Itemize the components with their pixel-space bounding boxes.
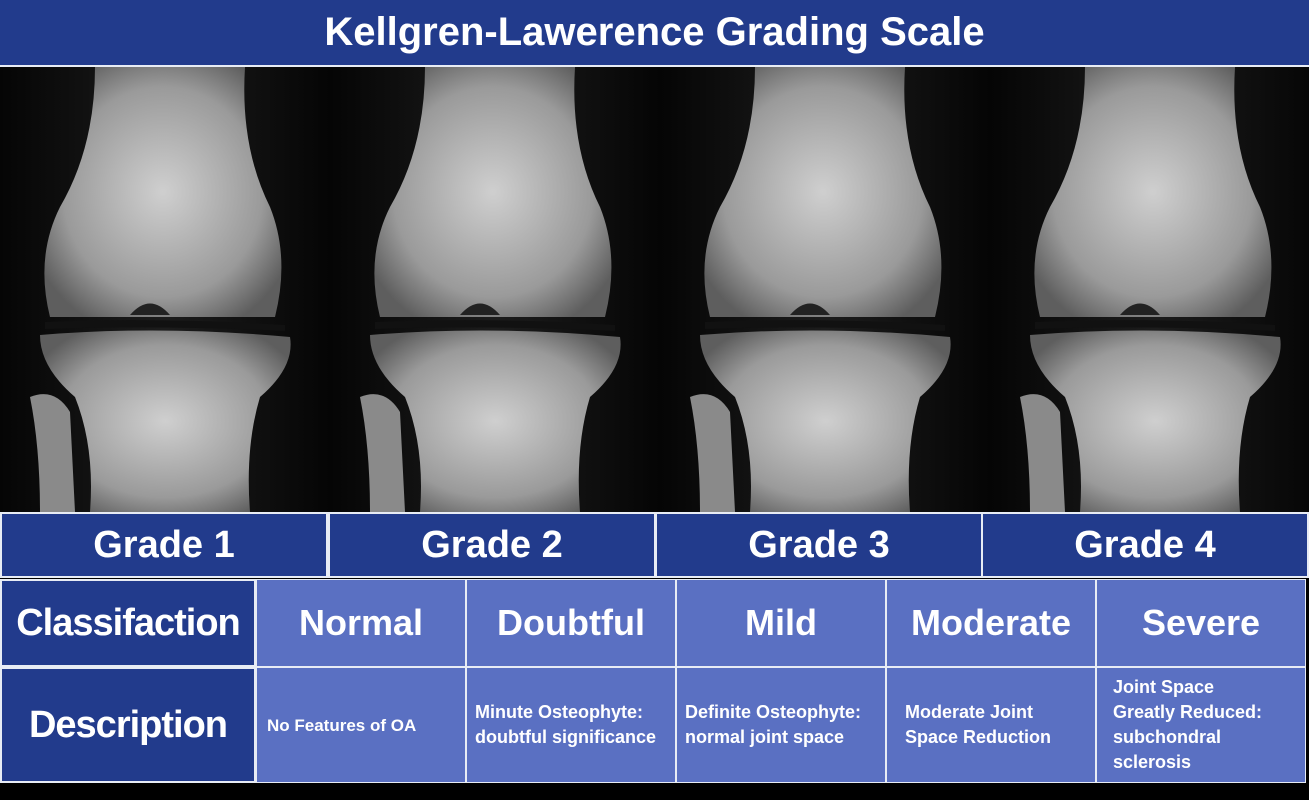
classification-cell: Mild bbox=[676, 579, 886, 667]
description-cell: Definite Osteophyte: normal joint space bbox=[676, 667, 886, 783]
description-cell: Minute Osteophyte: doubtful significance bbox=[466, 667, 676, 783]
classification-cell: Doubtful bbox=[466, 579, 676, 667]
xray-image bbox=[990, 67, 1309, 512]
grade-header: Grade 2 bbox=[328, 512, 656, 578]
xray-image bbox=[660, 67, 990, 512]
xray-image bbox=[330, 67, 660, 512]
row-header: Classifaction bbox=[0, 579, 256, 667]
title: Kellgren-Lawerence Grading Scale bbox=[0, 0, 1309, 67]
grade-header: Grade 1 bbox=[0, 512, 328, 578]
description-cell: No Features of OA bbox=[256, 667, 466, 783]
xray-strip bbox=[0, 67, 1309, 512]
classification-cell: Normal bbox=[256, 579, 466, 667]
xray-image bbox=[0, 67, 330, 512]
description-cell: Moderate Joint Space Reduction bbox=[886, 667, 1096, 783]
classification-cell: Moderate bbox=[886, 579, 1096, 667]
classification-cell: Severe bbox=[1096, 579, 1306, 667]
row-header: Description bbox=[0, 667, 256, 783]
grade-header: Grade 4 bbox=[981, 512, 1309, 578]
grade-header: Grade 3 bbox=[655, 512, 983, 578]
description-cell: Joint Space Greatly Reduced: subchondral… bbox=[1096, 667, 1306, 783]
